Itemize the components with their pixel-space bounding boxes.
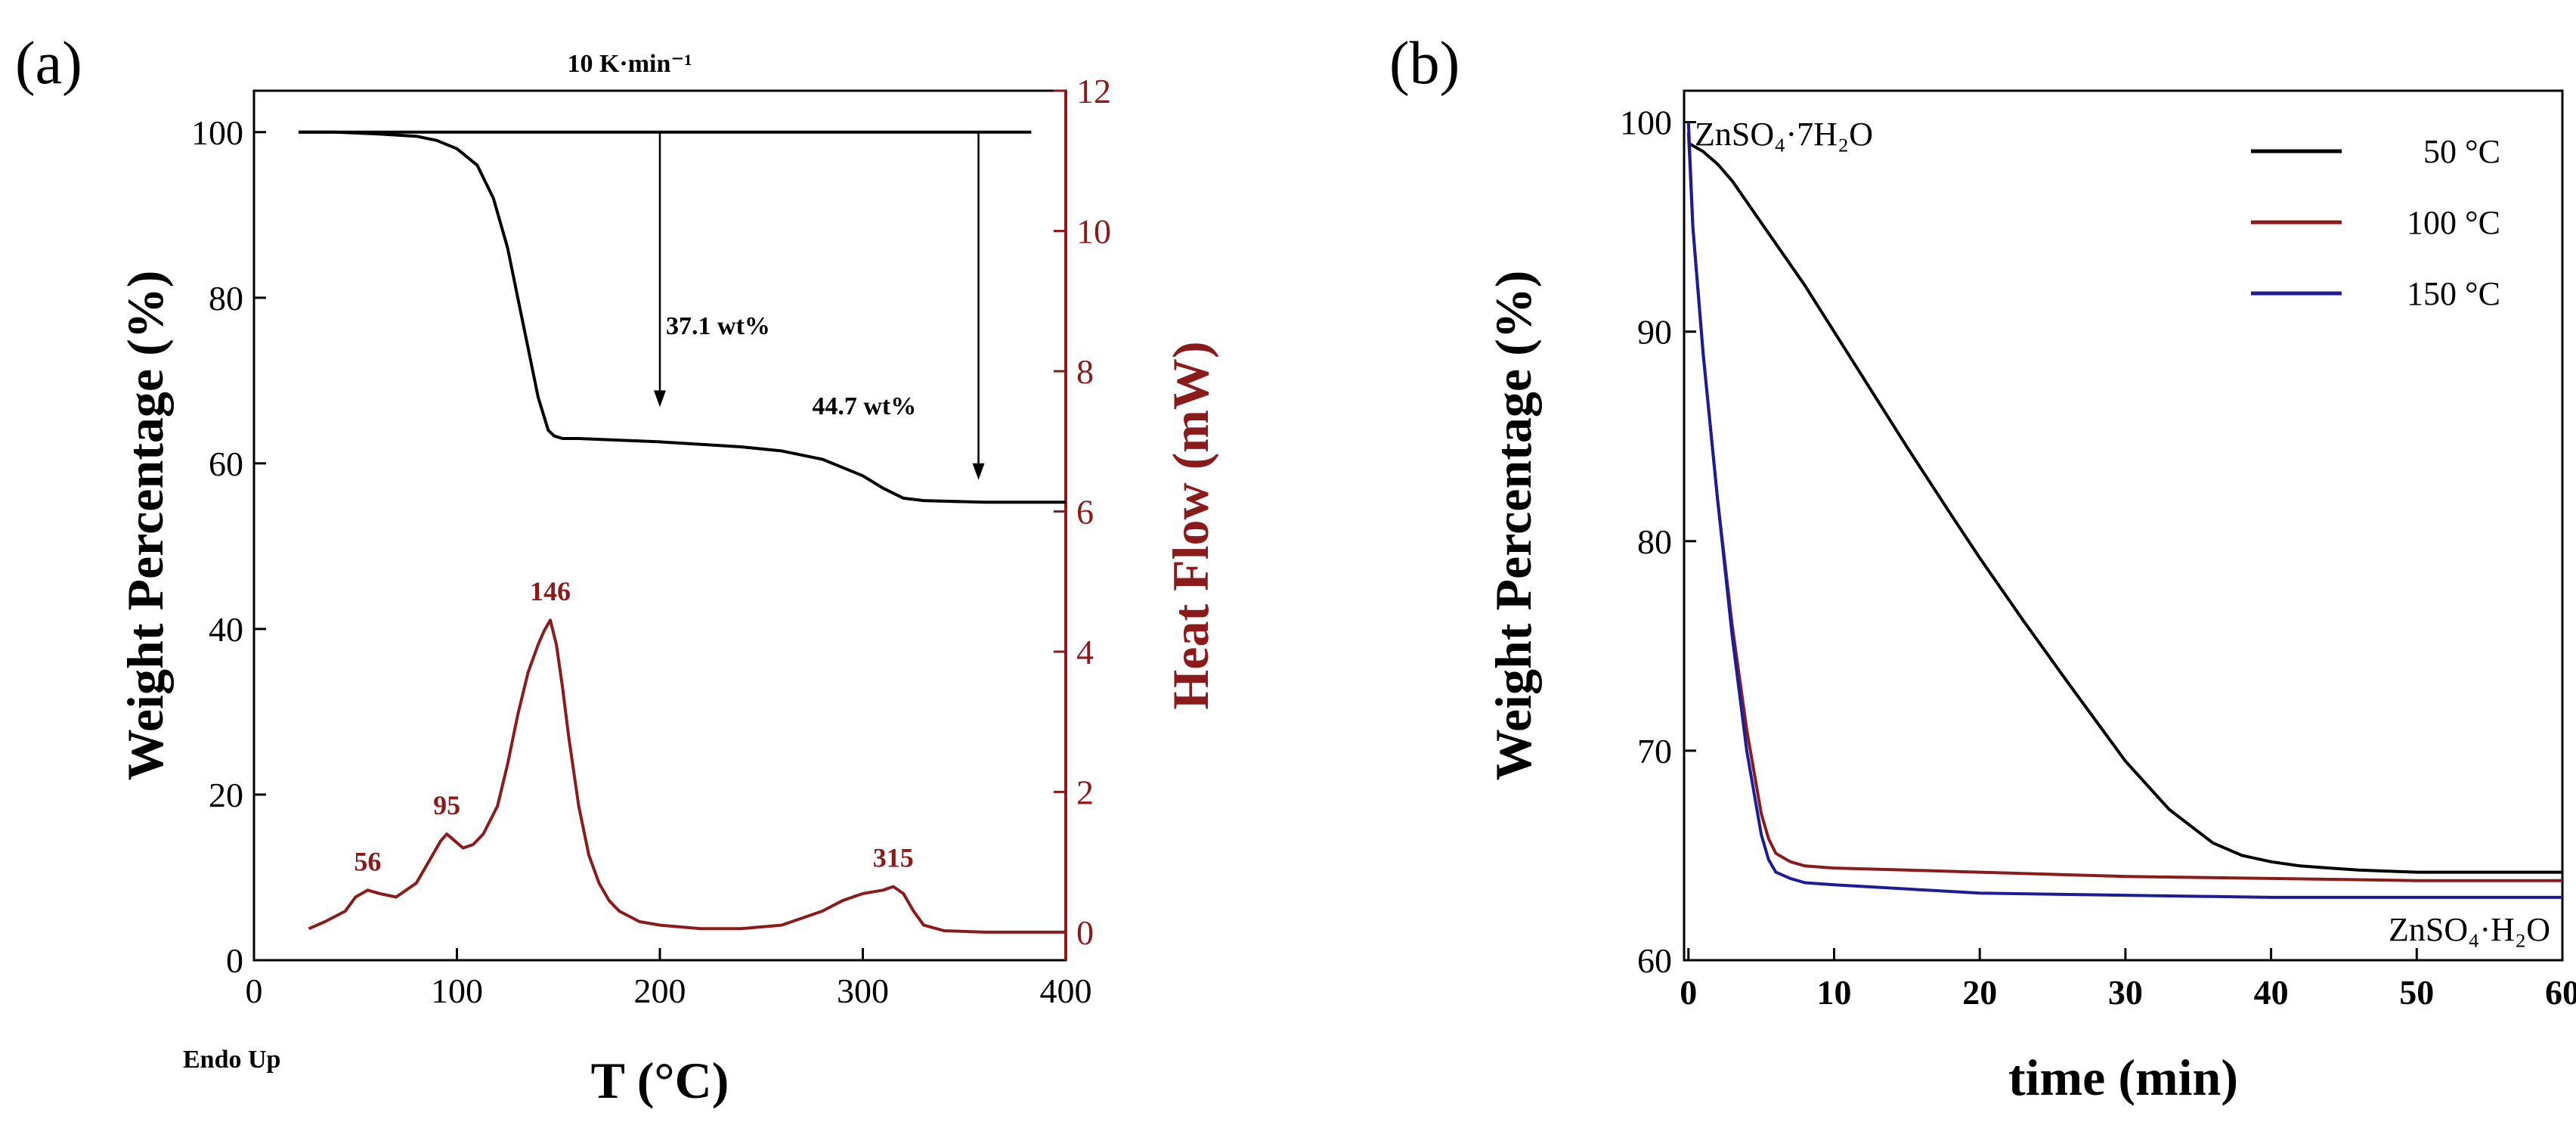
panel-a-annotations: 37.1 wt% 44.7 wt% <box>654 132 985 480</box>
panel-b-series <box>1686 122 2562 899</box>
panel-b-x-tick-label: 30 <box>2108 973 2143 1012</box>
panel-b-plot-frame <box>1683 89 2564 962</box>
panel-b-x-tick-label: 50 <box>2399 973 2434 1012</box>
panel-b-y-ticks: 60 70 80 90 100 <box>1620 104 1696 980</box>
panel-b-legend-label: 150 °C <box>2407 275 2500 312</box>
panel-a-y2label: Heat Flow (mW) <box>1162 341 1219 709</box>
panel-a-y2-tick-label: 8 <box>1076 352 1094 391</box>
panel-b-ylabel: Weight Percentage (%) <box>1485 271 1542 781</box>
panel-b-x-tick-label: 60 <box>2545 973 2576 1012</box>
panel-b-label: (b) <box>1389 30 1460 97</box>
panel-a-series <box>299 130 1066 934</box>
panel-a-y-tick-label: 20 <box>209 776 243 814</box>
panel-a-arrow-head <box>972 463 985 480</box>
panel-a-y-tick-label: 100 <box>191 113 243 152</box>
panel-a-ylabel: Weight Percentage (%) <box>116 271 174 781</box>
panel-a-weight-line <box>299 130 1066 504</box>
panel-b-legend: 50 °C 100 °C 150 °C <box>2251 133 2500 312</box>
panel-b-y-tick-label: 80 <box>1637 522 1672 561</box>
panel-b-y-tick-label: 100 <box>1620 104 1672 142</box>
panel-b-zinc-heptahydrate-label: ZnSO₄·7H₂O <box>1695 116 1873 153</box>
panel-a-peak-label: 315 <box>873 843 914 873</box>
panel-b-legend-label: 100 °C <box>2407 204 2500 241</box>
panel-a-heat-flow-line <box>308 618 1066 934</box>
panel-a-loss-2-label: 44.7 wt% <box>812 392 916 420</box>
panel-a-y2-tick-label: 0 <box>1076 913 1094 952</box>
panel-b-x-tick-label: 10 <box>1816 973 1851 1012</box>
panel-a-x-tick-label: 300 <box>837 972 889 1010</box>
panel-b-legend-50c: 50 °C <box>2251 133 2500 170</box>
panel-b-x-ticks: 0 10 20 30 40 50 60 <box>1680 948 2576 1012</box>
panel-a-y2-tick-label: 4 <box>1076 633 1094 671</box>
panel-a-peak-label: 146 <box>530 576 571 606</box>
panel-a-xlabel: T (°C) <box>591 1052 729 1109</box>
panel-b-x-tick-label: 40 <box>2254 973 2289 1012</box>
panel-a-y2-tick-label: 10 <box>1076 212 1111 250</box>
panel-b-x-tick-label: 20 <box>1962 973 1997 1012</box>
panel-a-endo-up-label: Endo Up <box>183 1046 280 1074</box>
panel-a-y-tick-label: 80 <box>209 279 243 318</box>
panel-a-x-ticks: 0 100 200 300 400 <box>246 948 1092 1010</box>
panel-b-chart: (b) time (min) Weight Percentage (%) ZnS… <box>1389 30 2576 1106</box>
panel-a-y-tick-label: 40 <box>209 610 243 649</box>
panel-b-series-150c-line <box>1686 122 2562 899</box>
panel-a-x-tick-label: 0 <box>246 972 263 1010</box>
panel-a-y2-tick-label: 6 <box>1076 492 1094 531</box>
panel-a-peak-label: 95 <box>433 790 460 820</box>
panel-a-peak-labels: 56 95 146 315 <box>354 576 913 876</box>
panel-b-zinc-monohydrate-label: ZnSO₄·H₂O <box>2389 911 2550 948</box>
panel-b-series-100c-line <box>1686 132 2562 882</box>
panel-a-y2-tick-label: 12 <box>1076 72 1111 110</box>
panel-b-y-tick-label: 70 <box>1637 732 1672 770</box>
panel-a-y-ticks: 0 20 40 60 80 100 <box>191 113 266 980</box>
panel-a-chart: (a) 10 K·min⁻¹ T (°C) Weight Percentage … <box>15 30 1219 1109</box>
panel-b-series-50c-line <box>1687 141 2562 874</box>
panel-b-y-tick-label: 90 <box>1637 313 1672 352</box>
panel-a-label: (a) <box>15 30 82 97</box>
panel-a-x-tick-label: 200 <box>634 972 686 1010</box>
panel-a-peak-label: 56 <box>354 846 381 876</box>
panel-a-title-text: 10 K·min⁻¹ <box>567 50 692 78</box>
panel-a-x-tick-label: 100 <box>431 972 483 1010</box>
panel-a-y-tick-label: 0 <box>226 941 243 980</box>
panel-b-y-tick-label: 60 <box>1637 941 1672 980</box>
panel-a-arrow-head <box>654 390 666 408</box>
panel-b-legend-100c: 100 °C <box>2251 204 2500 241</box>
panel-a-loss-1-label: 37.1 wt% <box>666 312 770 340</box>
panel-b-xlabel: time (min) <box>2008 1049 2238 1106</box>
panel-a-x-tick-label: 400 <box>1040 972 1092 1010</box>
panel-b-legend-label: 50 °C <box>2423 133 2500 170</box>
panel-a-y-tick-label: 60 <box>209 445 243 483</box>
panel-a-y2-tick-label: 2 <box>1076 773 1094 811</box>
panel-b-x-tick-label: 0 <box>1680 973 1697 1012</box>
panel-a-y2-ticks: 0 2 4 6 8 10 12 <box>1054 72 1111 960</box>
panel-b-legend-150c: 150 °C <box>2251 275 2500 312</box>
panel-a-title: 10 K·min⁻¹ <box>567 50 692 78</box>
